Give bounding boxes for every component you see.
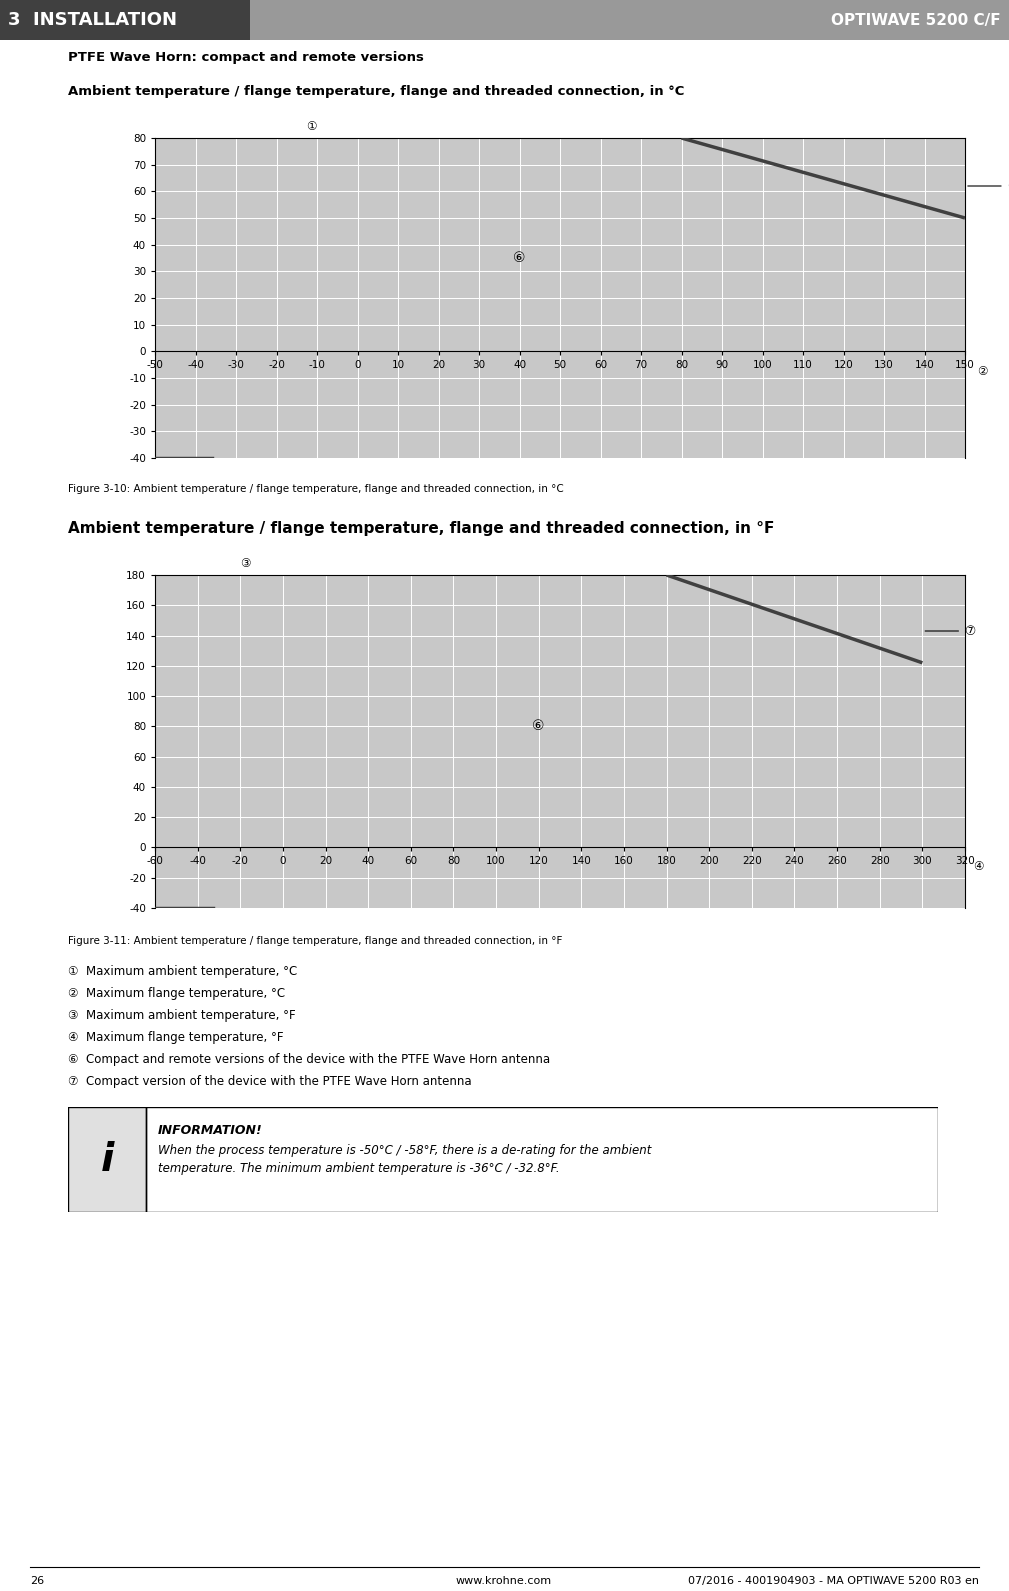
Text: ②: ② [977, 364, 988, 377]
Text: PTFE Wave Horn: compact and remote versions: PTFE Wave Horn: compact and remote versi… [68, 51, 424, 64]
Text: ①: ① [307, 119, 317, 132]
Text: When the process temperature is -50°C / -58°F, there is a de-rating for the ambi: When the process temperature is -50°C / … [158, 1144, 652, 1157]
Text: ⑥  Compact and remote versions of the device with the PTFE Wave Horn antenna: ⑥ Compact and remote versions of the dev… [68, 1053, 550, 1066]
Text: Ambient temperature / flange temperature, flange and threaded connection, in °F: Ambient temperature / flange temperature… [68, 522, 774, 536]
Text: i: i [100, 1141, 114, 1179]
Text: ④  Maximum flange temperature, °F: ④ Maximum flange temperature, °F [68, 1031, 284, 1044]
Text: ⑥: ⑥ [514, 251, 526, 266]
Polygon shape [155, 138, 965, 458]
Bar [68, 1107, 146, 1212]
Text: ③: ③ [240, 557, 251, 571]
Text: Ambient temperature / flange temperature, flange and threaded connection, in °C: Ambient temperature / flange temperature… [68, 84, 684, 99]
Text: INFORMATION!: INFORMATION! [158, 1123, 262, 1138]
Text: www.krohne.com: www.krohne.com [456, 1577, 552, 1586]
Polygon shape [155, 574, 922, 908]
Text: ④: ④ [974, 859, 984, 872]
Text: ③  Maximum ambient temperature, °F: ③ Maximum ambient temperature, °F [68, 1009, 296, 1021]
Text: ⑦: ⑦ [968, 180, 1009, 193]
Text: Figure 3-10: Ambient temperature / flange temperature, flange and threaded conne: Figure 3-10: Ambient temperature / flang… [68, 484, 564, 493]
Bar [0, 0, 250, 40]
Text: temperature. The minimum ambient temperature is -36°C / -32.8°F.: temperature. The minimum ambient tempera… [158, 1161, 560, 1176]
Text: Figure 3-11: Ambient temperature / flange temperature, flange and threaded conne: Figure 3-11: Ambient temperature / flang… [68, 936, 562, 947]
Text: OPTIWAVE 5200 C/F: OPTIWAVE 5200 C/F [831, 13, 1001, 27]
Text: ②  Maximum flange temperature, °C: ② Maximum flange temperature, °C [68, 986, 286, 999]
Text: ⑦  Compact version of the device with the PTFE Wave Horn antenna: ⑦ Compact version of the device with the… [68, 1074, 471, 1088]
Text: ⑥: ⑥ [533, 719, 545, 733]
Text: 26: 26 [30, 1577, 44, 1586]
Text: 3  INSTALLATION: 3 INSTALLATION [8, 11, 177, 29]
Text: 07/2016 - 4001904903 - MA OPTIWAVE 5200 R03 en: 07/2016 - 4001904903 - MA OPTIWAVE 5200 … [688, 1577, 979, 1586]
Text: ①  Maximum ambient temperature, °C: ① Maximum ambient temperature, °C [68, 964, 298, 977]
Bar [250, 0, 1009, 40]
Text: ⑦: ⑦ [925, 625, 976, 638]
